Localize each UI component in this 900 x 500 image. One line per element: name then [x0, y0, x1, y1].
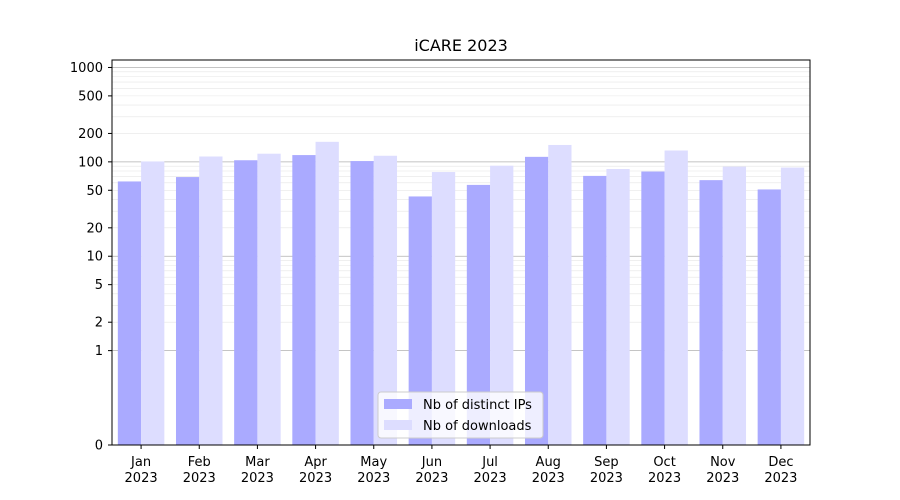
x-tick-label-month: Jul — [481, 455, 498, 470]
bar-distinct-ips — [175, 177, 200, 445]
x-tick-label: Jun 2023 — [415, 455, 448, 486]
bar-distinct-ips — [757, 189, 781, 445]
y-tick-label: 5 — [95, 278, 103, 293]
bar-downloads — [722, 166, 747, 446]
x-tick-label: Dec 2023 — [764, 455, 797, 486]
x-tick-label: Jul 2023 — [474, 455, 507, 486]
bar-downloads — [664, 150, 688, 445]
bars — [117, 141, 805, 446]
bar-downloads — [606, 169, 630, 445]
x-tick-label-month: Jan — [130, 455, 151, 470]
x-tick-label-month: Sep — [594, 455, 619, 470]
y-tick-label: 20 — [86, 221, 103, 236]
bar-distinct-ips — [699, 180, 723, 445]
x-tick-label-year: 2023 — [183, 471, 216, 486]
legend-swatch — [384, 399, 412, 409]
grid-lines — [112, 67, 810, 352]
x-tick-label-year: 2023 — [590, 471, 623, 486]
x-tick-label-month: May — [360, 455, 387, 470]
x-tick-label-month: Aug — [536, 455, 561, 470]
bar-downloads — [490, 165, 514, 445]
x-tick-label: Feb 2023 — [183, 455, 216, 486]
x-tick-label-year: 2023 — [706, 471, 739, 486]
x-tick-label-year: 2023 — [299, 471, 332, 486]
x-tick-label-month: Feb — [188, 455, 211, 470]
y-tick-label: 50 — [86, 184, 103, 199]
x-tick-label: Aug 2023 — [532, 455, 565, 486]
bar-distinct-ips — [524, 156, 549, 445]
chart-title: iCARE 2023 — [414, 36, 508, 55]
y-tick-label: 0 — [95, 439, 103, 454]
y-tick-label: 2 — [95, 316, 103, 331]
y-tick-label: 1 — [95, 344, 103, 359]
x-tick-label: Nov 2023 — [706, 455, 739, 486]
legend: Nb of distinct IPs Nb of downloads — [377, 391, 544, 439]
x-tick-label-year: 2023 — [415, 471, 448, 486]
bar-downloads — [141, 161, 165, 445]
y-tick-label: 500 — [78, 89, 103, 104]
legend-box — [377, 391, 544, 439]
bar-downloads — [431, 172, 456, 445]
legend-swatch — [384, 420, 412, 430]
y-tick-label: 200 — [78, 127, 103, 142]
x-tick-label-month: Mar — [245, 455, 270, 470]
x-tick-label-year: 2023 — [357, 471, 390, 486]
x-tick-label-month: Jun — [421, 455, 442, 470]
legend-label: Nb of downloads — [423, 419, 532, 434]
bar-downloads — [373, 155, 398, 445]
bar-distinct-ips — [117, 181, 142, 445]
bar-distinct-ips — [408, 196, 432, 445]
x-tick-label-year: 2023 — [764, 471, 797, 486]
y-axis: 0 1 2 5 10 20 50 100 200 500 1000 — [70, 61, 112, 454]
bar-downloads — [548, 144, 572, 445]
bar-distinct-ips — [466, 184, 491, 446]
x-tick-label: Sep 2023 — [590, 455, 623, 486]
y-tick-label: 100 — [78, 155, 103, 170]
x-tick-label-year: 2023 — [532, 471, 565, 486]
x-tick-label: Jan 2023 — [125, 455, 158, 486]
x-tick-label-year: 2023 — [241, 471, 274, 486]
bar-downloads — [199, 156, 223, 445]
y-tick-label: 1000 — [70, 61, 103, 76]
plot-frame — [111, 59, 811, 446]
x-tick-label: Oct 2023 — [648, 455, 681, 486]
x-tick-label-month: Nov — [710, 455, 736, 470]
bar-distinct-ips — [641, 171, 665, 445]
x-tick-label: May 2023 — [357, 455, 390, 486]
x-tick-label-year: 2023 — [648, 471, 681, 486]
x-tick-label: Mar 2023 — [241, 455, 274, 486]
bar-distinct-ips — [234, 160, 258, 445]
x-tick-label-year: 2023 — [474, 471, 507, 486]
y-tick-label: 10 — [86, 250, 103, 265]
x-tick-label-month: Oct — [653, 455, 675, 470]
x-tick-label-year: 2023 — [125, 471, 158, 486]
legend-label: Nb of distinct IPs — [423, 398, 532, 413]
x-tick-label-month: Apr — [304, 455, 327, 470]
bar-distinct-ips — [583, 175, 607, 445]
x-tick-label: Apr 2023 — [299, 455, 332, 486]
bar-downloads — [315, 141, 339, 446]
bar-downloads — [780, 167, 805, 445]
bar-downloads — [257, 153, 281, 445]
x-tick-label-month: Dec — [768, 455, 793, 470]
bar-distinct-ips — [292, 155, 316, 445]
bar-distinct-ips — [350, 161, 374, 445]
